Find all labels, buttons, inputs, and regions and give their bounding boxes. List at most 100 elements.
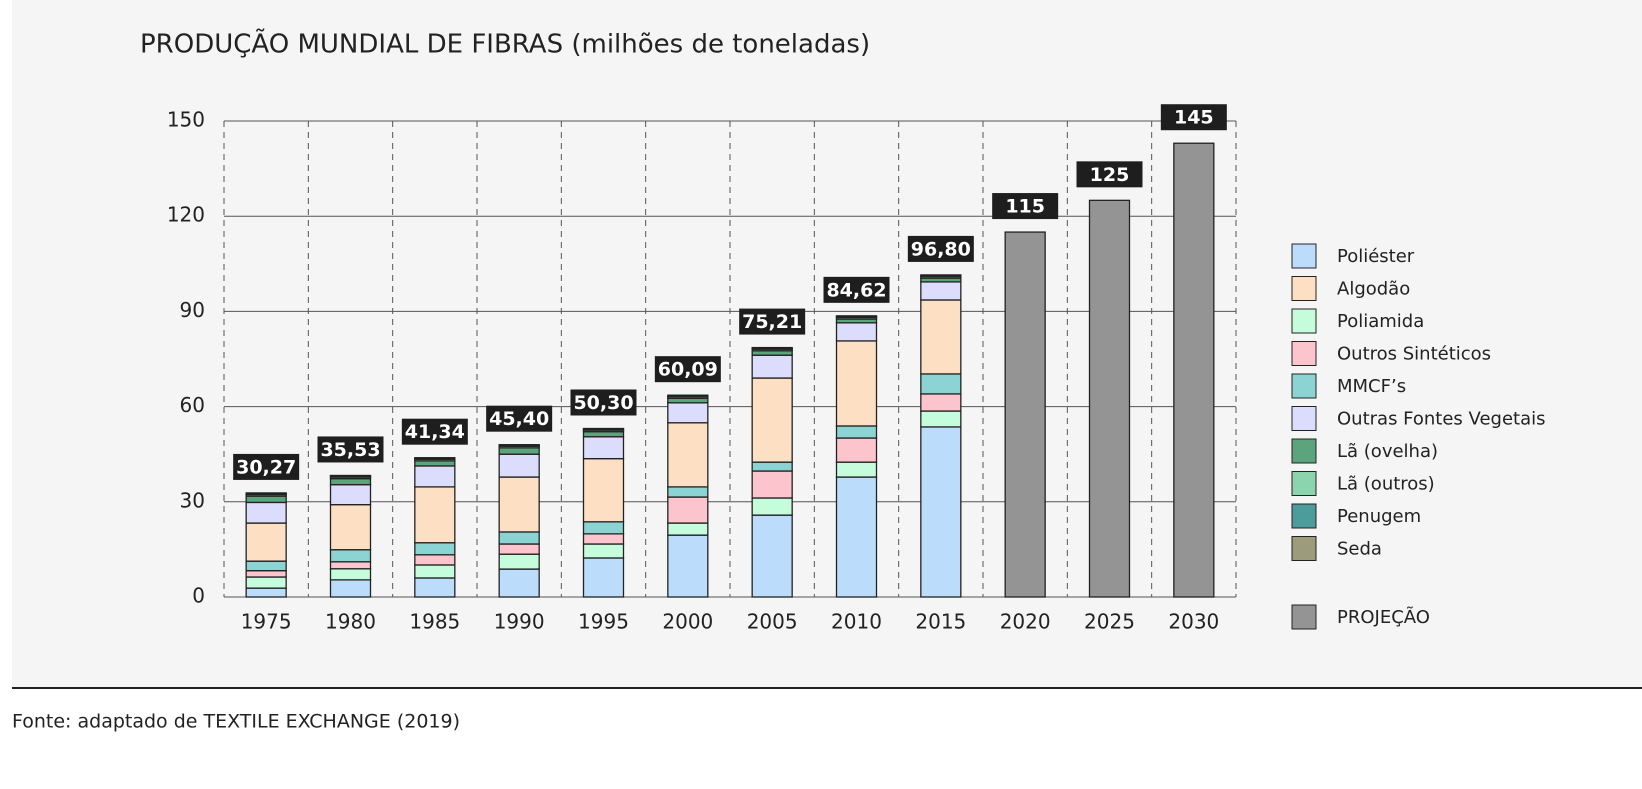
y-tick-label: 120 bbox=[167, 203, 205, 227]
total-label: 35,53 bbox=[320, 439, 380, 461]
legend-label: Seda bbox=[1337, 539, 1382, 560]
bar-segment bbox=[751, 354, 793, 379]
bar-segment bbox=[414, 457, 456, 459]
bar-segment bbox=[329, 549, 372, 563]
legend-swatch bbox=[1291, 406, 1317, 431]
legend-label: Outras Fontes Vegetais bbox=[1337, 409, 1546, 430]
x-tick-label: 2025 bbox=[1084, 610, 1135, 634]
bar-segment bbox=[498, 447, 540, 455]
bar-segment bbox=[751, 497, 793, 516]
y-tick-label: 60 bbox=[180, 393, 205, 417]
legend-swatch bbox=[1291, 308, 1317, 334]
total-label-box bbox=[823, 276, 890, 303]
bar-segment bbox=[414, 564, 456, 579]
x-tick-label: 2000 bbox=[662, 610, 713, 634]
bar-segment bbox=[245, 522, 287, 562]
y-tick-label: 90 bbox=[180, 298, 205, 322]
total-label: 115 bbox=[1005, 196, 1045, 218]
total-label: 30,27 bbox=[236, 456, 296, 478]
total-label-box bbox=[401, 418, 468, 445]
total-label-box bbox=[1076, 161, 1143, 188]
bar-segment bbox=[667, 496, 709, 524]
total-label-box bbox=[570, 389, 637, 416]
legend-swatch bbox=[1291, 373, 1317, 399]
bar-segment bbox=[582, 457, 625, 523]
legend-swatch bbox=[1291, 243, 1317, 269]
bar-segment bbox=[582, 521, 625, 535]
x-tick-label: 1995 bbox=[578, 610, 629, 634]
bar-segment bbox=[835, 437, 878, 463]
y-tick-label: 0 bbox=[192, 584, 205, 608]
total-label-box bbox=[907, 235, 974, 262]
legend-label: Algodão bbox=[1337, 279, 1410, 300]
bar-segment bbox=[582, 436, 625, 460]
bar-segment bbox=[751, 346, 793, 349]
legend-swatch bbox=[1291, 604, 1317, 630]
bar-segment bbox=[245, 495, 287, 504]
x-tick-label: 2015 bbox=[915, 610, 966, 634]
total-label: 60,09 bbox=[658, 359, 718, 381]
legend-label: Poliéster bbox=[1337, 246, 1415, 267]
bar-segment bbox=[582, 431, 625, 438]
bar-segment bbox=[667, 394, 709, 397]
bar-segment bbox=[920, 410, 962, 428]
legend-swatch bbox=[1291, 536, 1317, 561]
bar-segment bbox=[920, 426, 962, 598]
bar-segment bbox=[414, 554, 456, 566]
x-tick-label: 2030 bbox=[1168, 610, 1219, 634]
bar-segment bbox=[414, 465, 456, 488]
total-label: 50,30 bbox=[573, 392, 633, 414]
x-tick-label: 2020 bbox=[1000, 610, 1051, 634]
x-tick-label: 2005 bbox=[747, 610, 798, 634]
bar-segment bbox=[751, 514, 793, 598]
bar-segment bbox=[245, 492, 287, 495]
bar-segment bbox=[835, 425, 878, 439]
total-label: 84,62 bbox=[826, 279, 886, 301]
bar-segment bbox=[835, 315, 878, 318]
total-label-box bbox=[233, 453, 300, 480]
bar-segment bbox=[245, 587, 287, 598]
bar-segment bbox=[329, 568, 372, 581]
legend-label: MMCF’s bbox=[1337, 376, 1406, 397]
bar-segment bbox=[751, 470, 793, 499]
bar-segment bbox=[1173, 142, 1215, 598]
total-label-box bbox=[486, 405, 553, 432]
bar-segment bbox=[414, 486, 456, 544]
bar-segment bbox=[245, 576, 287, 589]
bar-segment bbox=[414, 542, 456, 556]
legend-swatch bbox=[1291, 503, 1317, 529]
bar-segment bbox=[329, 579, 372, 598]
y-tick-label: 30 bbox=[180, 488, 205, 512]
bar-segment bbox=[329, 477, 372, 486]
legend-label: Lã (ovelha) bbox=[1337, 441, 1438, 462]
bar-segment bbox=[667, 522, 709, 536]
legend-swatch bbox=[1291, 471, 1317, 496]
bar-segment bbox=[245, 560, 287, 572]
x-tick-label: 1985 bbox=[409, 610, 460, 634]
bar-segment bbox=[498, 453, 540, 478]
bar-segment bbox=[582, 557, 625, 598]
bar-segment bbox=[1088, 199, 1131, 598]
bar-segment bbox=[835, 322, 878, 342]
bar-segment bbox=[245, 570, 287, 578]
legend-label: PROJEÇÃO bbox=[1337, 606, 1430, 628]
total-label: 45,40 bbox=[489, 408, 549, 430]
bar-segment bbox=[582, 533, 625, 545]
x-tick-label: 1980 bbox=[325, 610, 376, 634]
chart-title: PRODUÇÃO MUNDIAL DE FIBRAS (milhões de t… bbox=[140, 28, 870, 60]
total-label-box bbox=[654, 356, 721, 383]
total-label-box bbox=[317, 436, 384, 463]
bar-segment bbox=[414, 460, 456, 467]
bar-segment bbox=[667, 422, 709, 488]
bar-segment bbox=[329, 504, 372, 551]
bar-segment bbox=[751, 461, 793, 472]
bar-segment bbox=[920, 393, 962, 412]
y-tick-label: 150 bbox=[167, 108, 205, 132]
bar-segment bbox=[667, 534, 709, 598]
legend-swatch bbox=[1291, 341, 1317, 366]
total-label-box bbox=[739, 308, 806, 335]
total-label: 145 bbox=[1174, 107, 1214, 129]
bar-segment bbox=[667, 397, 709, 404]
total-label-box bbox=[992, 193, 1059, 220]
